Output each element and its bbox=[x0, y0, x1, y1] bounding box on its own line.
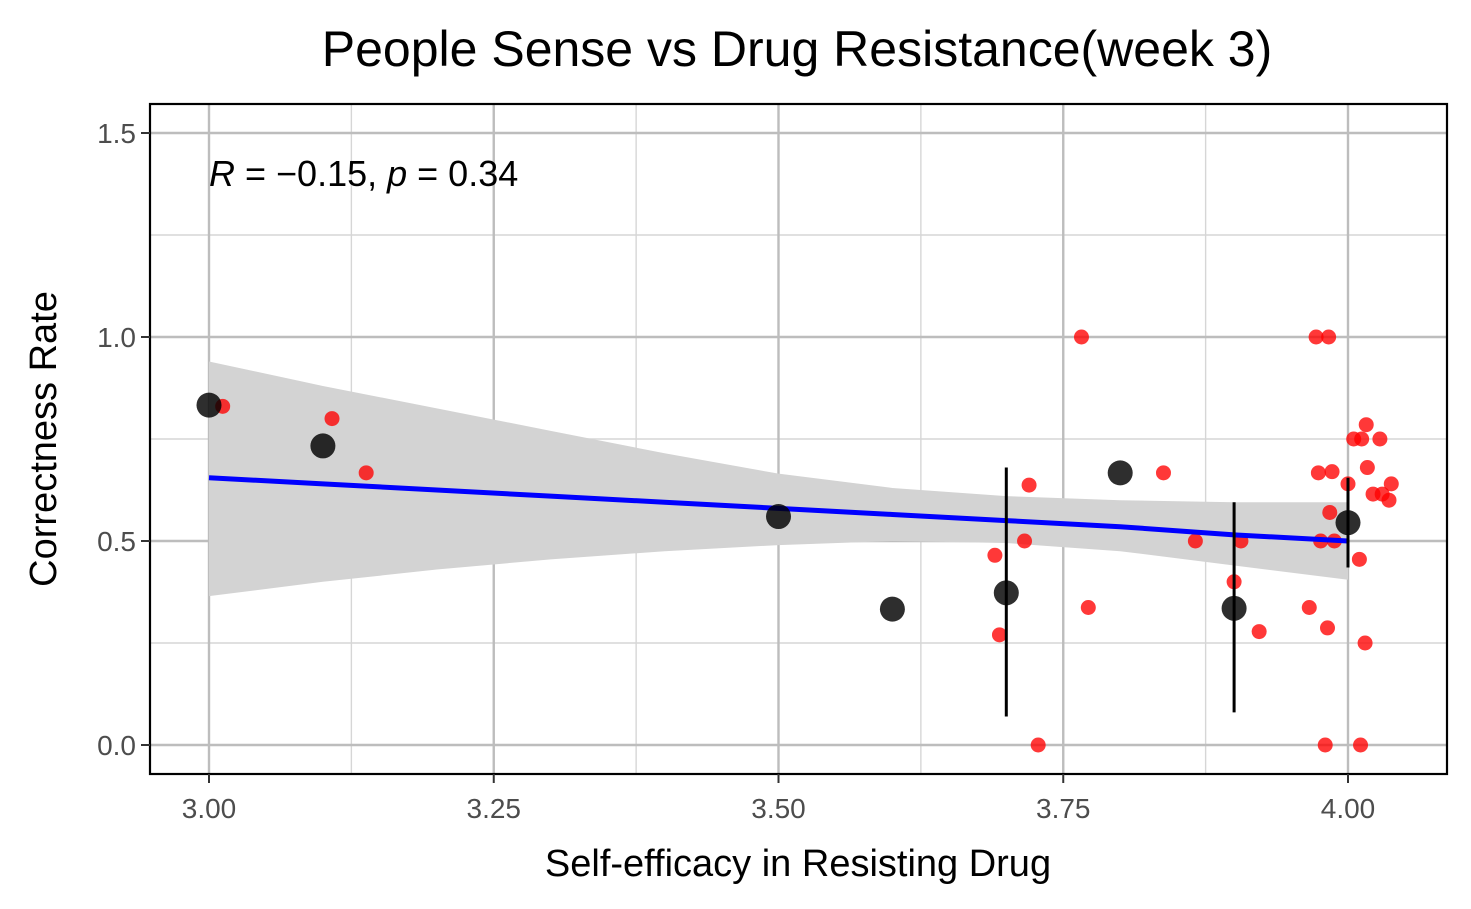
correlation-annotation: R = −0.15, p = 0.34 bbox=[209, 153, 518, 194]
jitter-point bbox=[1324, 464, 1340, 480]
y-axis-title: Correctness Rate bbox=[23, 291, 65, 587]
mean-point bbox=[1221, 595, 1247, 621]
p-symbol: p bbox=[386, 153, 407, 194]
jitter-point bbox=[1251, 624, 1267, 640]
y-tick-label: 0.5 bbox=[97, 526, 136, 557]
jitter-point bbox=[1321, 329, 1337, 345]
plot-panel bbox=[148, 102, 1449, 776]
jitter-point bbox=[1322, 504, 1338, 520]
jitter-point bbox=[1310, 465, 1326, 481]
y-tick-label: 1.0 bbox=[97, 322, 136, 353]
jitter-point bbox=[1351, 551, 1367, 567]
panel-border bbox=[148, 102, 1449, 776]
jitter-point bbox=[1357, 635, 1373, 651]
jitter-point bbox=[358, 465, 374, 481]
confidence-band-area bbox=[209, 361, 1348, 597]
jitter-point bbox=[1358, 417, 1374, 433]
mean-point bbox=[879, 596, 905, 622]
x-tick-label: 3.75 bbox=[1036, 793, 1091, 824]
chart-title: People Sense vs Drug Resistance(week 3) bbox=[322, 21, 1272, 77]
jitter-point bbox=[1359, 460, 1375, 476]
mean-point bbox=[766, 504, 791, 530]
y-tick-label: 0.0 bbox=[97, 730, 136, 761]
jitter-point bbox=[1155, 465, 1171, 481]
r-symbol: R bbox=[209, 153, 235, 194]
jitter-point bbox=[1301, 600, 1317, 616]
jitter-point bbox=[1353, 737, 1369, 753]
mean-point bbox=[196, 392, 222, 418]
mean-point bbox=[310, 433, 336, 459]
jitter-point bbox=[1308, 329, 1324, 345]
jitter-point bbox=[991, 627, 1007, 643]
mean-point bbox=[1107, 460, 1133, 486]
x-axis-ticks: 3.00 3.25 3.50 3.75 4.00 bbox=[182, 774, 1376, 824]
jitter-point bbox=[1383, 476, 1399, 492]
x-tick-label: 3.25 bbox=[467, 793, 522, 824]
jitter-point bbox=[1073, 329, 1089, 345]
confidence-band bbox=[209, 361, 1348, 597]
y-tick-label: 1.5 bbox=[97, 118, 136, 149]
r-value: = −0.15, bbox=[235, 153, 387, 194]
jitter-point bbox=[1319, 620, 1335, 636]
mean-points bbox=[196, 392, 1361, 717]
jitter-point bbox=[1354, 431, 1370, 447]
x-axis-title: Self-efficacy in Resisting Drug bbox=[545, 843, 1051, 885]
y-axis-ticks: 0.0 0.5 1.0 1.5 bbox=[97, 118, 150, 761]
x-tick-label: 3.00 bbox=[182, 793, 237, 824]
jitter-point bbox=[1372, 431, 1388, 447]
p-value: = 0.34 bbox=[407, 153, 518, 194]
jitter-point bbox=[1080, 600, 1096, 616]
x-tick-label: 4.00 bbox=[1321, 793, 1376, 824]
mean-point bbox=[1335, 510, 1361, 536]
jitter-point bbox=[1021, 477, 1037, 493]
x-tick-label: 3.50 bbox=[751, 793, 806, 824]
jitter-point bbox=[1317, 737, 1333, 753]
jitter-point bbox=[324, 411, 340, 427]
jitter-point bbox=[1187, 533, 1203, 549]
jitter-point bbox=[987, 547, 1003, 563]
jitter-point bbox=[1381, 492, 1397, 508]
jitter-point bbox=[1017, 533, 1033, 549]
mean-point bbox=[993, 580, 1019, 606]
jitter-point bbox=[1030, 737, 1046, 753]
